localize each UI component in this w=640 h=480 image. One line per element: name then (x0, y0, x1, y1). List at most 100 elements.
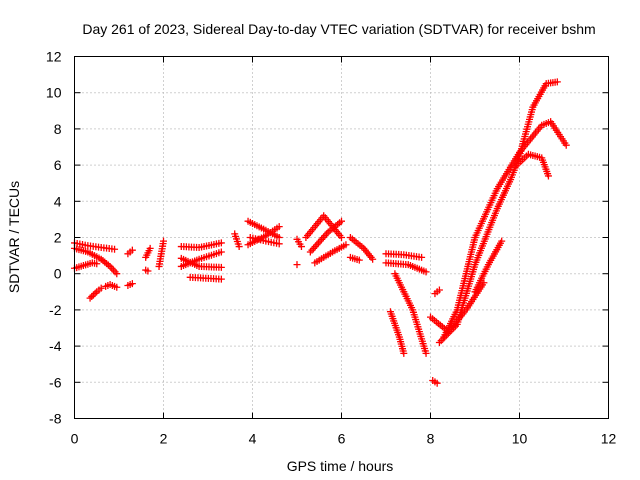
data-point (493, 205, 501, 213)
data-point (106, 262, 114, 270)
data-point (391, 270, 399, 278)
data-point (382, 250, 390, 258)
data-point (386, 308, 394, 316)
data-point (155, 262, 163, 270)
data-point (484, 261, 492, 269)
data-point (547, 118, 555, 126)
data-point (102, 282, 110, 290)
y-tick-label: 10 (46, 85, 62, 101)
data-point (293, 261, 301, 269)
data-point (435, 338, 443, 346)
data-point (471, 261, 479, 269)
data-point (217, 248, 225, 256)
x-tick-label: 8 (427, 431, 435, 447)
data-point (160, 237, 167, 245)
data-point (177, 243, 185, 251)
data-point (433, 379, 441, 387)
data-point (516, 148, 523, 156)
data-point (453, 320, 461, 328)
track-marker (91, 289, 99, 297)
y-tick-label: -8 (49, 411, 62, 427)
data-point (542, 80, 550, 88)
data-point (195, 262, 203, 270)
axis-ticks (74, 56, 609, 419)
data-point (142, 253, 150, 261)
data-point (124, 281, 132, 289)
data-point (306, 248, 314, 256)
data-point (409, 306, 417, 314)
data-point (471, 288, 479, 296)
x-tick-label: 2 (160, 431, 168, 447)
data-point (342, 241, 350, 249)
data-point (97, 243, 105, 251)
data-point (217, 275, 225, 283)
data-point (106, 281, 114, 289)
data-points (71, 78, 570, 387)
data-point (86, 294, 94, 302)
y-tick-label: 8 (54, 121, 62, 137)
x-tick-labels: 0 2 4 6 8 10 12 (71, 431, 617, 447)
data-point (231, 230, 239, 238)
data-point (329, 248, 337, 256)
x-tick-label: 6 (338, 431, 346, 447)
data-point (562, 141, 570, 149)
data-point (217, 263, 225, 271)
y-tick-label: -6 (49, 374, 62, 390)
data-point (235, 243, 243, 251)
data-point (538, 121, 546, 129)
data-point (422, 268, 430, 276)
data-point (395, 333, 403, 341)
data-point (382, 259, 390, 267)
data-point (275, 223, 283, 231)
data-point (84, 242, 92, 250)
data-point (355, 256, 363, 264)
track-marker (89, 291, 97, 299)
data-point (275, 234, 283, 241)
y-tick-label: -4 (49, 338, 62, 354)
data-point (146, 244, 154, 252)
data-point (422, 349, 430, 357)
data-point (293, 235, 301, 243)
data-point (113, 270, 121, 278)
data-point (128, 246, 136, 254)
x-tick-label: 0 (71, 431, 79, 447)
data-point (400, 251, 408, 259)
data-point (144, 267, 152, 275)
data-point (453, 306, 461, 314)
x-tick-label: 12 (601, 431, 617, 447)
data-point (553, 78, 561, 86)
data-point (128, 280, 136, 288)
y-tick-label: -2 (49, 302, 62, 318)
data-point (177, 254, 185, 262)
x-tick-label: 10 (512, 431, 528, 447)
data-point (431, 290, 439, 298)
x-axis-label: GPS time / hours (287, 458, 394, 474)
data-point (217, 239, 225, 247)
data-point (244, 241, 252, 249)
data-point (97, 255, 105, 263)
data-point (418, 253, 426, 261)
data-point (338, 217, 345, 225)
y-tick-label: 6 (54, 157, 62, 173)
y-axis-label: SDTVAR / TECUs (6, 181, 22, 293)
data-point (346, 253, 354, 261)
data-point (113, 283, 121, 291)
data-point (275, 240, 283, 248)
data-point (195, 243, 203, 251)
data-point (302, 234, 310, 241)
data-point (498, 237, 506, 245)
data-point (493, 185, 501, 193)
x-tick-label: 4 (249, 431, 257, 447)
data-point (262, 237, 270, 245)
data-point (93, 288, 101, 296)
data-point (507, 176, 515, 184)
data-point (346, 234, 354, 241)
data-point (320, 212, 328, 220)
data-point (97, 284, 105, 292)
data-point (435, 286, 443, 294)
data-point (88, 259, 96, 267)
data-point (429, 376, 437, 384)
chart-title: Day 261 of 2023, Sidereal Day-to-day VTE… (82, 21, 595, 37)
data-point (360, 244, 368, 252)
